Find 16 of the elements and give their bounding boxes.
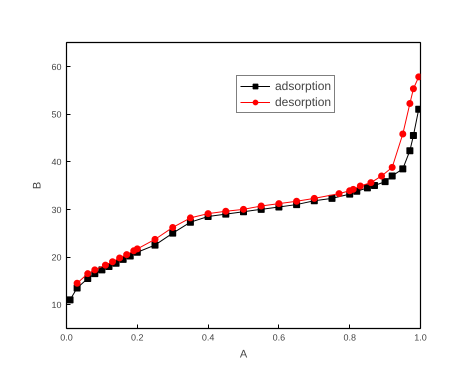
y-tick-label: 60 <box>51 62 62 72</box>
y-tick-label: 20 <box>51 252 62 262</box>
x-tick-label: 0.2 <box>131 332 144 342</box>
x-axis-title: A <box>240 348 248 360</box>
y-tick-label: 40 <box>51 157 62 168</box>
legend-label: desorption <box>275 95 332 109</box>
x-tick-label: 1.0 <box>414 332 427 342</box>
y-tick-label: 10 <box>51 300 62 310</box>
x-tick-label: 0.4 <box>202 332 214 342</box>
x-tick-label: 0.6 <box>272 332 286 342</box>
y-axis-title: B <box>31 182 44 190</box>
y-tick-label: 30 <box>51 204 62 215</box>
y-tick-label: 50 <box>51 110 62 120</box>
legend-label: adsorption <box>275 79 332 93</box>
x-tick-label: 0.0 <box>60 332 73 342</box>
x-tick-label: 0.8 <box>343 332 356 342</box>
